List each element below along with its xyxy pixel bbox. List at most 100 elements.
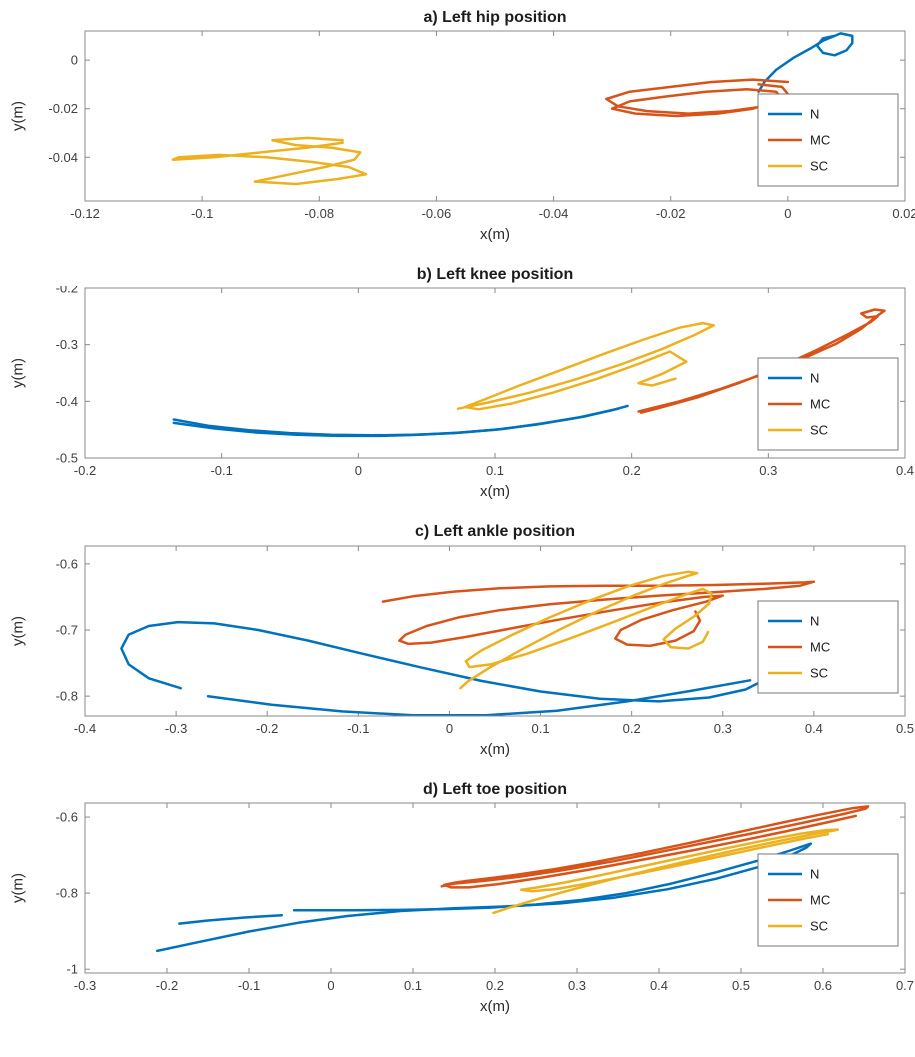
x-tick-label: 0.2 — [486, 978, 504, 993]
panel-a-plot: -0.12 -0.1 -0.08 -0.06 -0.04 -0.02 0 0.02 0 -0.02… — [48, 30, 915, 221]
panel-a-title: a) Left hip position — [423, 9, 567, 26]
x-tick-label: -0.1 — [238, 978, 260, 993]
legend-label-N: N — [810, 613, 819, 628]
series-line-N — [757, 32, 854, 94]
x-tick-label: -0.02 — [656, 206, 686, 221]
series-N — [757, 32, 854, 94]
series-line-N — [206, 678, 752, 716]
x-tick-label: 0 — [784, 206, 791, 221]
legend-label-MC: MC — [810, 639, 830, 654]
y-tick-label: -0.8 — [56, 885, 78, 900]
legend-label-N: N — [810, 371, 819, 386]
legend-label-MC: MC — [810, 133, 830, 148]
y-tick-label: -0.2 — [56, 286, 78, 296]
x-tick-label: 0.02 — [892, 206, 915, 221]
x-tick-label: -0.2 — [156, 978, 178, 993]
panel-c-xlabel: x(m) — [480, 740, 510, 758]
series-line-SC — [492, 828, 840, 914]
panel-c: c) Left ankle position y(m) -0.4 -0.3 -0.2… — [0, 522, 915, 767]
panel-b: b) Left knee position y(m) -0.2 -0.1 0 0.1 0… — [0, 265, 915, 510]
panel-a-ylabel: y(m) — [9, 101, 27, 132]
x-tick-label: -0.1 — [210, 463, 232, 478]
series-line-MC — [605, 78, 790, 118]
y-tick-label: -0.02 — [48, 101, 78, 116]
y-tick-label: -0.3 — [56, 338, 78, 353]
legend: N MC SC — [757, 853, 899, 947]
x-tick-label: -0.1 — [191, 206, 213, 221]
legend: N MC SC — [757, 600, 899, 694]
x-tick-label: 0.6 — [814, 978, 832, 993]
panel-c-plot-wrap: y(m) -0.4 -0.3 -0.2 -0.1 0 0.1 0.2 0.3 0.4 0.5 -0.… — [0, 544, 915, 740]
x-tick-label: -0.08 — [304, 206, 334, 221]
panel-d-plot: -0.3 -0.2 -0.1 0 0.1 0.2 0.3 0.4 0.5 0.6 0.7 -0.6 -0… — [56, 802, 914, 993]
axes-box — [84, 545, 906, 717]
x-tick-label: -0.04 — [539, 206, 569, 221]
x-tick-label: 0.5 — [732, 978, 750, 993]
x-tick-label: -0.2 — [74, 463, 96, 478]
x-tick-label: 0.7 — [896, 978, 914, 993]
panel-c-plot: -0.4 -0.3 -0.2 -0.1 0 0.1 0.2 0.3 0.4 0.5 -0.6 -0.7… — [56, 545, 914, 736]
x-tick-label: 0.4 — [896, 463, 914, 478]
legend-label-MC: MC — [810, 892, 830, 907]
legend-label-N: N — [810, 866, 819, 881]
x-tick-label: -0.2 — [256, 721, 278, 736]
x-tick-label: 0.5 — [896, 721, 914, 736]
x-tick-label: -0.06 — [422, 206, 452, 221]
series-line-SC — [459, 570, 714, 690]
x-tick-label: 0.4 — [650, 978, 668, 993]
x-tick-label: 0 — [446, 721, 453, 736]
x-tick-label: 0.2 — [623, 721, 641, 736]
y-tick-label: -0.4 — [56, 394, 78, 409]
series-SC — [492, 828, 840, 914]
series-line-MC — [440, 804, 870, 889]
panel-b-ylabel: y(m) — [9, 358, 27, 389]
x-tick-label: 0.3 — [568, 978, 586, 993]
panel-c-ylabel: y(m) — [9, 615, 27, 646]
y-tick-label: -0.04 — [48, 150, 78, 165]
x-tick-label: 0.3 — [759, 463, 777, 478]
panel-b-plot: -0.2 -0.1 0 0.1 0.2 0.3 0.4 -0.2 -0.3 -0.4 -0.5 N MC… — [56, 286, 914, 478]
figure: a) Left hip position y(m) -0.12 -0.1 -0.08… — [0, 8, 915, 1025]
series-SC — [171, 136, 368, 186]
series-line-N — [292, 842, 812, 912]
legend: N MC SC — [757, 93, 899, 187]
legend-label-SC: SC — [810, 159, 828, 174]
y-tick-label: -0.5 — [56, 451, 78, 466]
x-tick-label: 0.1 — [532, 721, 550, 736]
x-tick-label: 0.1 — [486, 463, 504, 478]
series-line-MC — [381, 580, 816, 647]
x-tick-label: 0.4 — [805, 721, 823, 736]
panel-a-plot-wrap: y(m) -0.12 -0.1 -0.08 -0.06 -0.04 -0.02 0 0.02 0… — [0, 29, 915, 225]
series-SC — [456, 322, 715, 411]
series-line-SC — [456, 322, 715, 411]
panel-b-plot-wrap: y(m) -0.2 -0.1 0 0.1 0.2 0.3 0.4 -0.2 -0.3 -0.4 -0… — [0, 286, 915, 482]
panel-b-title: b) Left knee position — [416, 266, 574, 284]
y-tick-label: 0 — [71, 53, 78, 68]
axes-box — [84, 30, 906, 202]
legend-label-SC: SC — [810, 423, 828, 438]
y-tick-label: -1 — [66, 961, 78, 976]
panel-d-plot-wrap: y(m) -0.3 -0.2 -0.1 0 0.1 0.2 0.3 0.4 0.5 0.6 0.7 -… — [0, 801, 915, 997]
x-tick-label: 0.3 — [714, 721, 732, 736]
series-N — [172, 405, 629, 438]
series-MC — [440, 804, 870, 889]
x-tick-label: 0 — [355, 463, 362, 478]
panel-d: d) Left toe position y(m) -0.3 -0.2 -0.1 0 0… — [0, 780, 915, 1025]
series-N — [120, 620, 763, 716]
series-line-N — [120, 620, 763, 703]
x-tick-label: -0.3 — [165, 721, 187, 736]
series-SC — [459, 570, 714, 690]
x-tick-label: 0.1 — [404, 978, 422, 993]
x-tick-label: -0.3 — [74, 978, 96, 993]
panel-d-title: d) Left toe position — [423, 780, 567, 798]
legend-label-SC: SC — [810, 665, 828, 680]
series-MC — [381, 580, 816, 647]
panel-d-ylabel: y(m) — [9, 872, 27, 903]
figure-root: { "style": { "background": "#ffffff", "a… — [0, 8, 915, 1025]
legend-box — [757, 853, 899, 947]
legend-label-N: N — [810, 107, 819, 122]
panel-c-title: c) Left ankle position — [414, 523, 575, 541]
panel-a: a) Left hip position y(m) -0.12 -0.1 -0.08… — [0, 8, 915, 253]
x-tick-label: 0 — [327, 978, 334, 993]
series-line-SC — [171, 136, 368, 186]
